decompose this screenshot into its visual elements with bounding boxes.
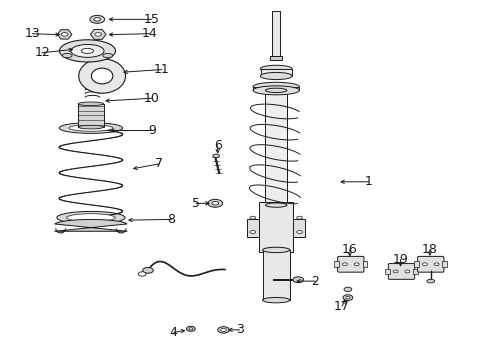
- Ellipse shape: [433, 263, 438, 266]
- Ellipse shape: [90, 15, 104, 23]
- Ellipse shape: [91, 68, 113, 84]
- Ellipse shape: [220, 328, 226, 332]
- Ellipse shape: [138, 272, 146, 276]
- Polygon shape: [260, 69, 291, 76]
- Ellipse shape: [262, 247, 289, 253]
- FancyBboxPatch shape: [337, 256, 363, 272]
- Text: 10: 10: [143, 92, 160, 105]
- Ellipse shape: [252, 82, 299, 91]
- Text: 5: 5: [191, 197, 199, 210]
- Text: 3: 3: [235, 323, 243, 336]
- Ellipse shape: [188, 328, 192, 330]
- Ellipse shape: [426, 279, 434, 283]
- Ellipse shape: [69, 125, 113, 131]
- Ellipse shape: [66, 214, 115, 222]
- Ellipse shape: [392, 270, 397, 273]
- Polygon shape: [253, 87, 299, 90]
- Ellipse shape: [57, 211, 125, 224]
- Ellipse shape: [59, 123, 122, 134]
- Ellipse shape: [207, 199, 222, 207]
- Text: 18: 18: [421, 243, 437, 256]
- Ellipse shape: [265, 203, 286, 207]
- Polygon shape: [54, 220, 127, 231]
- Ellipse shape: [217, 327, 229, 333]
- Text: 14: 14: [141, 27, 157, 40]
- FancyBboxPatch shape: [387, 264, 414, 279]
- Polygon shape: [384, 269, 389, 274]
- Ellipse shape: [292, 277, 303, 283]
- Ellipse shape: [78, 125, 103, 129]
- Ellipse shape: [60, 40, 115, 62]
- Ellipse shape: [353, 263, 358, 266]
- Ellipse shape: [212, 154, 219, 158]
- Text: 4: 4: [169, 326, 177, 339]
- Ellipse shape: [265, 88, 286, 93]
- Text: 2: 2: [311, 275, 319, 288]
- Text: 17: 17: [333, 300, 349, 313]
- Ellipse shape: [252, 86, 299, 95]
- Ellipse shape: [342, 295, 352, 301]
- Ellipse shape: [342, 263, 346, 266]
- Text: 11: 11: [153, 63, 169, 76]
- Polygon shape: [333, 261, 338, 267]
- Text: 12: 12: [34, 46, 50, 59]
- Polygon shape: [412, 269, 417, 274]
- Ellipse shape: [249, 216, 255, 219]
- Polygon shape: [272, 12, 280, 58]
- Text: 8: 8: [167, 213, 175, 226]
- Polygon shape: [362, 261, 366, 267]
- Text: 6: 6: [213, 139, 221, 152]
- FancyBboxPatch shape: [417, 256, 443, 272]
- Bar: [259, 202, 293, 252]
- Ellipse shape: [249, 230, 255, 233]
- Ellipse shape: [142, 267, 153, 273]
- Polygon shape: [413, 261, 418, 267]
- Ellipse shape: [260, 72, 291, 80]
- Ellipse shape: [260, 65, 291, 72]
- Ellipse shape: [343, 287, 351, 292]
- Ellipse shape: [422, 263, 427, 266]
- Polygon shape: [293, 220, 305, 237]
- Text: 9: 9: [147, 124, 156, 137]
- Polygon shape: [270, 56, 282, 60]
- Bar: [78, 104, 103, 127]
- Ellipse shape: [262, 297, 289, 303]
- Bar: [265, 90, 286, 205]
- Polygon shape: [246, 220, 259, 237]
- Text: 15: 15: [143, 13, 160, 26]
- Ellipse shape: [62, 53, 72, 58]
- Ellipse shape: [404, 270, 409, 273]
- Ellipse shape: [102, 53, 112, 58]
- Ellipse shape: [94, 18, 101, 21]
- Polygon shape: [442, 261, 447, 267]
- Bar: [262, 250, 289, 300]
- Ellipse shape: [61, 33, 68, 36]
- Ellipse shape: [95, 33, 102, 36]
- Text: 7: 7: [155, 157, 163, 170]
- Ellipse shape: [296, 230, 302, 233]
- Ellipse shape: [78, 102, 103, 105]
- Ellipse shape: [296, 216, 302, 219]
- Ellipse shape: [186, 326, 195, 331]
- Ellipse shape: [211, 202, 218, 205]
- Text: 19: 19: [392, 253, 407, 266]
- Ellipse shape: [71, 44, 104, 57]
- Ellipse shape: [85, 87, 99, 90]
- Text: 13: 13: [24, 27, 40, 40]
- Ellipse shape: [345, 296, 349, 299]
- Text: 16: 16: [341, 243, 357, 256]
- Ellipse shape: [81, 48, 93, 53]
- Text: 1: 1: [364, 175, 372, 188]
- Ellipse shape: [79, 59, 125, 93]
